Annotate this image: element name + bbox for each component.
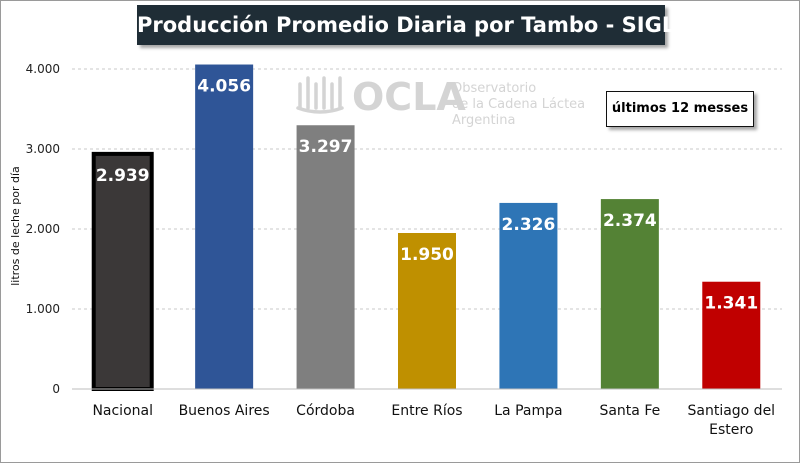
- value-label: 2.939: [96, 166, 150, 186]
- category-label: Entre Ríos: [391, 403, 462, 419]
- category-label: Buenos Aires: [179, 403, 270, 419]
- y-tick-label: 4.000: [26, 62, 60, 76]
- category-label: Córdoba: [296, 403, 355, 419]
- watermark-line-2: de la Cadena Láctea: [452, 97, 585, 112]
- value-label: 1.341: [704, 294, 758, 314]
- value-label: 3.297: [299, 137, 353, 157]
- bar: [91, 151, 154, 391]
- y-tick-label: 2.000: [26, 222, 60, 236]
- bar: [499, 202, 558, 389]
- value-label: 2.374: [603, 211, 657, 231]
- y-tick-label: 1.000: [26, 302, 60, 316]
- category-label: Estero: [709, 422, 753, 438]
- watermark-name: OCLA: [352, 75, 466, 119]
- value-labels: 2.939 4.056 3.297 1.950 2.326 2.374 1.341: [96, 77, 758, 314]
- chart-title: Producción Promedio Diaria por Tambo - S…: [137, 5, 706, 45]
- bar: [600, 199, 659, 389]
- bar: [398, 233, 456, 389]
- bar: [296, 125, 355, 390]
- y-tick-label: 3.000: [26, 142, 60, 156]
- watermark: OCLA Observatorio de la Cadena Láctea Ar…: [296, 75, 585, 128]
- category-label: Santa Fe: [599, 403, 660, 419]
- category-label: Nacional: [92, 403, 153, 419]
- value-label: 2.326: [502, 215, 556, 235]
- bar: [702, 281, 761, 389]
- bar: [195, 64, 254, 390]
- y-tick-label: 0: [52, 382, 60, 396]
- ocla-logo-icon: [296, 76, 344, 114]
- value-label: 1.950: [400, 245, 454, 265]
- category-labels: Nacional Buenos Aires Córdoba Entre Ríos La …: [92, 403, 775, 438]
- period-annotation: últimos 12 messes: [606, 91, 754, 127]
- y-axis-ticks: 0 1.000 2.000 3.000 4.000: [26, 62, 60, 396]
- watermark-line-1: Observatorio: [452, 81, 536, 96]
- y-axis-label: litros de leche por día: [9, 166, 22, 286]
- category-label: Santiago del: [687, 403, 775, 419]
- value-label: 4.056: [197, 77, 251, 97]
- bars: [91, 64, 761, 391]
- category-label: La Pampa: [494, 403, 562, 419]
- watermark-line-3: Argentina: [452, 113, 515, 128]
